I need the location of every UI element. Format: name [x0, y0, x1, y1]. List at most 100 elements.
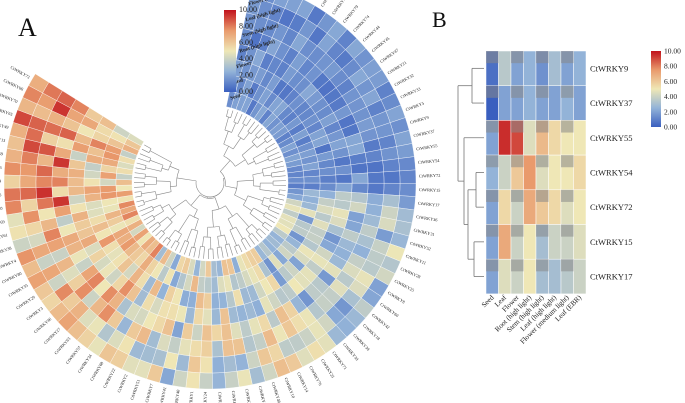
- dendrogram-branch: [220, 160, 231, 172]
- dendrogram-branch: [247, 195, 264, 202]
- heatmap-b-row-label: CtWRKY17: [590, 272, 633, 282]
- gene-label: CtWRKY2: [116, 374, 128, 394]
- dendrogram-branch: [145, 175, 157, 178]
- dendrogram-branch: [234, 181, 238, 196]
- heatmap-b-row-label: CtWRKY15: [590, 237, 633, 247]
- circular-heatmap-cell: [189, 339, 202, 357]
- dendrogram-branch: [265, 148, 268, 153]
- gene-label: CtWRKY12: [320, 0, 336, 8]
- circular-heatmap-cell: [399, 169, 417, 184]
- heatmap-b-cell: [548, 224, 562, 260]
- colorbar-b-tick: 0.00: [664, 123, 677, 132]
- colorbar-a-tick: 8.00: [239, 21, 253, 30]
- heatmap-b-row-labels: CtWRKY9 CtWRKY37 CtWRKY55 CtWRKY54 CtWRKY72 C…: [590, 63, 633, 281]
- gene-label: CtWRKY10: [284, 377, 296, 399]
- dendrogram-branch: [252, 150, 267, 159]
- circular-heatmap-cell: [4, 199, 23, 216]
- heatmap-b-band: [536, 259, 549, 272]
- heatmap-b-band: [511, 51, 524, 64]
- dendrogram-branch: [224, 116, 229, 131]
- circular-heatmap-cell: [51, 176, 69, 188]
- dendrogram-branch: [248, 235, 255, 245]
- dendrogram-branch: [157, 221, 161, 226]
- dendrogram-branch: [226, 109, 229, 117]
- heatmap-b-cell: [573, 258, 587, 295]
- circular-heatmap-cell: [383, 183, 401, 196]
- circular-heatmap-cell: [335, 182, 353, 193]
- dendrogram-branch: [247, 121, 256, 132]
- dendrogram-branch: [135, 195, 142, 198]
- dendrogram-branch: [229, 226, 236, 231]
- heatmap-b-cell: [523, 154, 537, 191]
- dendrogram-branch: [266, 138, 273, 143]
- heatmap-b-band: [536, 224, 549, 237]
- dendrogram-branch: [243, 204, 253, 212]
- circular-heatmap-cell: [211, 308, 222, 326]
- dendrogram-branch: [137, 204, 145, 208]
- gene-label: CtWRKY36: [416, 214, 439, 223]
- dendrogram-branch: [176, 177, 197, 182]
- dendrogram-branch: [191, 246, 196, 249]
- gene-label: CtWRKY75: [331, 0, 348, 15]
- dendrogram-branch: [144, 144, 152, 150]
- gene-label: CtWRKY70: [0, 91, 18, 104]
- circular-heatmap-cell: [36, 197, 55, 211]
- circular-heatmap-cell: [204, 276, 212, 294]
- dendrogram-branch: [178, 214, 190, 233]
- colorbar-a-tick: 4.00: [239, 54, 253, 63]
- dendrogram-branch: [252, 172, 264, 175]
- gene-label: CtWRKY79: [342, 4, 360, 24]
- heatmap-b-band: [511, 224, 524, 237]
- dendrogram-branch: [263, 197, 271, 200]
- heatmap-b-cell: [498, 50, 512, 86]
- dendrogram-branch: [263, 215, 275, 224]
- dendrogram-branch: [279, 189, 286, 191]
- heatmap-b-band: [486, 155, 499, 168]
- circular-heatmap-cell: [367, 183, 385, 195]
- heatmap-b-cell: [548, 154, 562, 191]
- circular-heatmap-cell: [20, 198, 39, 213]
- circular-heatmap-cell: [351, 183, 369, 194]
- dendrogram-branch: [227, 218, 234, 229]
- heatmap-b-band: [561, 155, 574, 168]
- panel-b-label: B: [432, 7, 447, 32]
- dendrogram-branch: [139, 153, 151, 159]
- gene-label: CtWRKY68: [89, 361, 104, 382]
- dendrogram-branch: [217, 234, 225, 237]
- circular-heatmap-cell: [126, 132, 145, 147]
- gene-label: CtWRKY25: [394, 278, 415, 292]
- dendrogram-branch: [235, 226, 244, 240]
- heatmap-b-cell: [548, 85, 562, 121]
- dendrogram-branch: [270, 196, 285, 201]
- dendrogram-branch: [144, 165, 147, 170]
- heatmap-b: [485, 50, 587, 295]
- colorbar-b-tick: 6.00: [664, 77, 677, 86]
- dendrogram-branch: [188, 246, 192, 257]
- heatmap-b-row-label: CtWRKY9: [590, 63, 628, 73]
- gene-label: CtWRKY37: [413, 128, 436, 138]
- heatmap-b-cell: [498, 189, 512, 225]
- heatmap-b-band: [486, 224, 499, 237]
- heatmap-b-cell: [573, 224, 587, 260]
- dendrogram-branch: [190, 194, 201, 206]
- circular-heatmap-cell: [83, 177, 101, 187]
- dendrogram-branch: [171, 199, 187, 210]
- gene-label: CtWRKY15: [419, 187, 441, 193]
- gene-label: CtWRKY9: [409, 115, 429, 125]
- heatmap-b-cell: [523, 50, 537, 86]
- gene-label: CtWRKY64: [0, 178, 2, 183]
- circular-heatmap-cell: [319, 182, 337, 192]
- colorbar-a-gradient: [224, 10, 236, 92]
- dendrogram-branch: [249, 207, 254, 214]
- gene-label: CtWRKY21: [387, 60, 408, 76]
- dendrogram-branch: [269, 197, 272, 202]
- dendrogram-branch: [161, 204, 170, 209]
- heatmap-b-row-label: CtWRKY72: [590, 202, 633, 212]
- dendrogram-branch: [252, 174, 254, 186]
- dendrogram-branch: [232, 137, 242, 150]
- dendrogram-branch: [237, 114, 243, 124]
- circular-heatmap-cell: [303, 182, 321, 191]
- dendrogram-branch: [261, 204, 270, 208]
- dendrogram-branch: [216, 247, 219, 259]
